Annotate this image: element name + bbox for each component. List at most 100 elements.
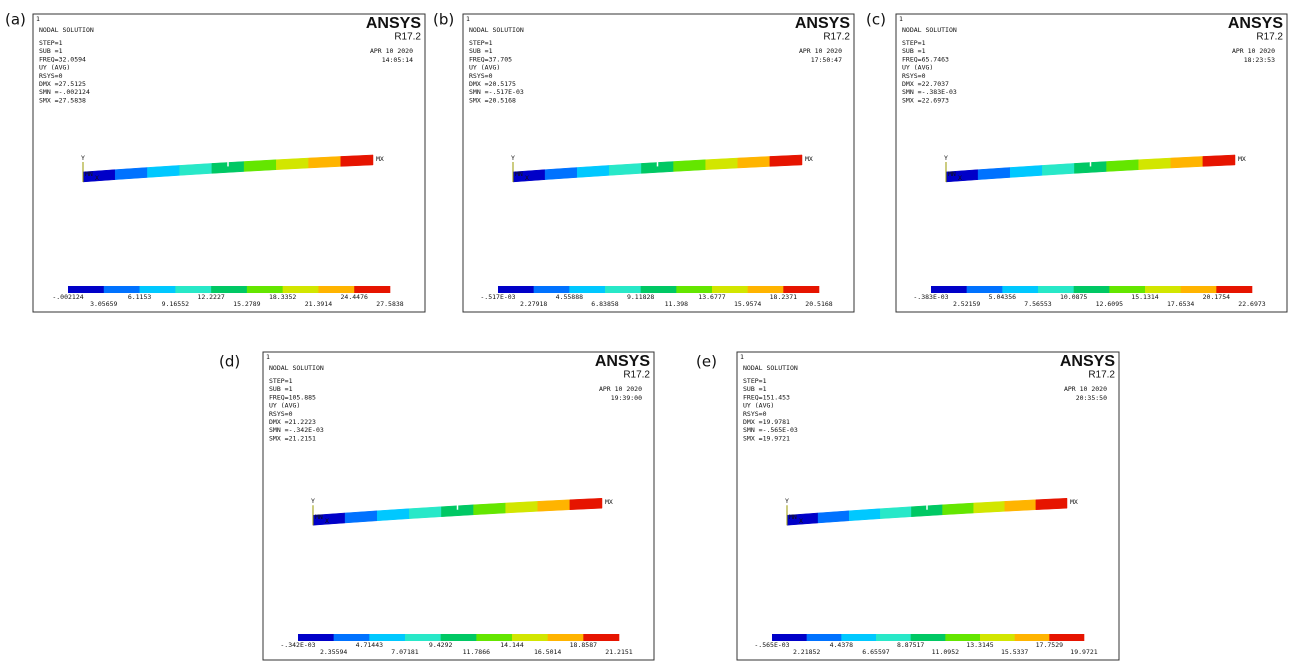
beam-segment — [147, 165, 179, 177]
triad-label: Y — [511, 154, 515, 162]
legend-label: 9.4292 — [429, 641, 453, 649]
time: 19:39:00 — [611, 394, 642, 402]
beam-segment — [115, 167, 147, 179]
legend-label: 12.2227 — [197, 293, 224, 301]
beam-segment — [1042, 163, 1074, 175]
legend-label: 16.5014 — [534, 648, 561, 656]
max-marker: MX — [805, 155, 813, 163]
legend-label: 3.05659 — [90, 300, 117, 308]
legend-swatch — [1216, 286, 1252, 293]
max-marker: MX — [605, 498, 613, 506]
legend-label: 8.87517 — [897, 641, 924, 649]
legend-swatch — [1109, 286, 1145, 293]
window-number: 1 — [266, 353, 270, 361]
panel-label: (c) — [866, 11, 886, 29]
legend-swatch — [772, 634, 807, 641]
legend-label: 20.1754 — [1203, 293, 1230, 301]
beam-segment — [974, 501, 1005, 513]
triad-label: X — [958, 174, 962, 182]
legend-label: 11.7866 — [463, 648, 490, 656]
legend-label: 6.65597 — [862, 648, 889, 656]
info-line: UY (AVG) — [269, 402, 300, 410]
min-marker: MN — [789, 513, 797, 521]
panel-label: (e) — [696, 353, 717, 371]
legend-swatch — [1015, 634, 1050, 641]
info-line: SMX =19.9721 — [743, 434, 790, 442]
solution-title: NODAL SOLUTION — [39, 26, 94, 34]
beam-segment — [706, 158, 738, 170]
info-line: FREQ=32.0594 — [39, 55, 86, 63]
triad-label: Y — [311, 497, 315, 505]
triad-label: Y — [944, 154, 948, 162]
beam-segment — [341, 155, 373, 166]
version: R17.2 — [1088, 370, 1115, 381]
info-line: FREQ=37.705 — [469, 55, 512, 63]
info-line: DMX =27.5125 — [39, 80, 86, 88]
legend-swatch — [783, 286, 819, 293]
version: R17.2 — [1256, 32, 1283, 43]
brand: ANSYS — [1228, 15, 1283, 32]
legend-label: 2.21852 — [793, 648, 820, 656]
legend-label: 7.56553 — [1024, 300, 1051, 308]
legend-label: 27.5838 — [376, 300, 403, 308]
legend-swatch — [318, 286, 354, 293]
legend-swatch — [498, 286, 534, 293]
legend-swatch — [911, 634, 946, 641]
legend-swatch — [283, 286, 319, 293]
beam-segment — [409, 507, 441, 519]
solution-title: NODAL SOLUTION — [902, 26, 957, 34]
legend-label: 13.3145 — [966, 641, 993, 649]
max-marker: MX — [1070, 498, 1078, 506]
beam-segment — [244, 160, 276, 172]
window-number: 1 — [36, 15, 40, 23]
legend-label: 10.0875 — [1060, 293, 1087, 301]
beam-segment — [738, 156, 770, 168]
legend-label: 4.55888 — [556, 293, 583, 301]
info-line: UY (AVG) — [743, 402, 774, 410]
beam-segment — [818, 511, 849, 523]
info-line: SUB =1 — [902, 47, 926, 55]
info-line: FREQ=105.885 — [269, 393, 316, 401]
legend-swatch — [548, 634, 584, 641]
info-line: STEP=1 — [39, 39, 63, 47]
legend-label: 20.5168 — [805, 300, 832, 308]
triad-label: X — [325, 517, 329, 525]
legend-swatch — [354, 286, 390, 293]
legend-swatch — [967, 286, 1003, 293]
legend-label: 15.9574 — [734, 300, 761, 308]
legend-swatch — [104, 286, 140, 293]
legend-label: 14.144 — [500, 641, 524, 649]
info-line: SUB =1 — [469, 47, 493, 55]
beam-segment — [474, 503, 506, 515]
beam-segment — [1107, 160, 1139, 172]
triad-label: Y — [81, 154, 85, 162]
info-line: DMX =22.7037 — [902, 80, 949, 88]
triad-label: X — [95, 174, 99, 182]
date: APR 10 2020 — [1232, 47, 1275, 55]
legend-swatch — [441, 634, 477, 641]
info-line: RSYS=0 — [269, 410, 293, 418]
legend-swatch — [676, 286, 712, 293]
max-marker: MX — [376, 155, 384, 163]
legend-swatch — [1074, 286, 1110, 293]
brand: ANSYS — [1060, 353, 1115, 370]
beam-segment — [276, 158, 308, 170]
info-line: SUB =1 — [269, 385, 293, 393]
info-line: FREQ=151.453 — [743, 393, 790, 401]
legend-swatch — [748, 286, 784, 293]
legend-swatch — [140, 286, 176, 293]
info-line: RSYS=0 — [469, 72, 493, 80]
brand: ANSYS — [595, 353, 650, 370]
beam-segment — [1005, 500, 1036, 512]
legend-swatch — [1002, 286, 1038, 293]
page: {"panels": [ {"label": "(a)", "window": … — [0, 0, 1298, 662]
legend-swatch — [980, 634, 1015, 641]
legend-label: 17.7529 — [1036, 641, 1063, 649]
brand: ANSYS — [795, 15, 850, 32]
min-marker: MN — [948, 170, 956, 178]
legend-label: 18.8587 — [570, 641, 597, 649]
legend-swatch — [68, 286, 104, 293]
